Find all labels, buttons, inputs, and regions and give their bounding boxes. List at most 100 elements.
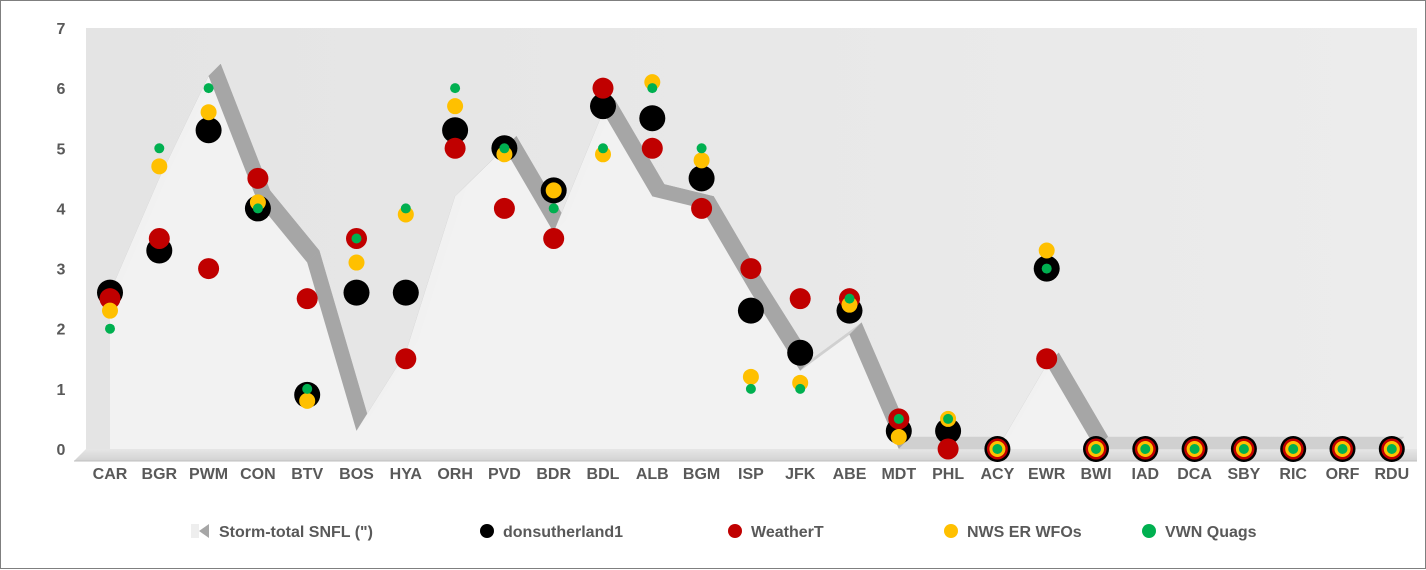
x-tick-label: IAD [1132, 466, 1160, 483]
legend-label: Storm-total SNFL (") [219, 524, 373, 541]
vwn-quags-point [943, 413, 954, 424]
legend: Storm-total SNFL (") donsutherland1 Weathe… [191, 524, 1257, 541]
x-tick-label: BDL [587, 466, 620, 483]
nws-er-wfos-point [693, 152, 710, 169]
weathert-point [395, 348, 417, 370]
vwn-quags-point [1337, 444, 1348, 454]
weathert-point [740, 258, 762, 280]
y-tick-label: 1 [57, 382, 66, 399]
weathert-point [247, 167, 269, 189]
donsutherland1-point [392, 279, 419, 306]
nws-er-wfos-point [102, 302, 118, 319]
donsutherland1-point [787, 339, 814, 366]
vwn-quags-point [203, 83, 214, 94]
weathert-point [543, 228, 565, 249]
vwn-quags-point [1386, 444, 1397, 454]
weathert-point [296, 288, 318, 310]
x-tick-label: BGR [142, 466, 178, 483]
y-axis: 0 1 2 3 4 5 6 7 [57, 21, 66, 459]
vwn-quags-point [1041, 263, 1052, 274]
vwn-quags-point [105, 323, 115, 334]
vwn-quags-point [450, 83, 461, 94]
vwn-quags-point [1238, 444, 1249, 454]
x-tick-label: BTV [291, 466, 323, 483]
vwn-quags-point [893, 413, 904, 424]
x-tick-label: DCA [1177, 466, 1212, 483]
x-tick-label: BDR [536, 466, 571, 483]
weathert-point [444, 137, 466, 159]
legend-label: donsutherland1 [503, 524, 623, 541]
x-tick-label: JFK [785, 466, 816, 483]
vwn-quags-point [1140, 444, 1151, 454]
x-tick-label: RIC [1279, 466, 1307, 483]
vwn-quags-point [745, 383, 756, 394]
donsutherland1-point [343, 279, 370, 306]
legend-marker [1142, 524, 1156, 538]
x-tick-label: ISP [738, 466, 764, 483]
nws-er-wfos-point [348, 254, 365, 271]
weathert-point [592, 77, 614, 99]
nws-er-wfos-point [447, 98, 464, 115]
legend-area-swatch [199, 524, 209, 538]
vwn-quags-point [400, 203, 411, 214]
x-tick-label: PHL [932, 466, 964, 483]
weathert-point [493, 197, 515, 219]
vwn-quags-point [795, 383, 806, 394]
weathert-point [148, 228, 170, 249]
legend-marker [728, 524, 742, 538]
vwn-quags-point [252, 203, 263, 214]
legend-area-swatch-face [191, 524, 199, 538]
x-tick-label: MDT [881, 466, 916, 483]
legend-marker [944, 524, 958, 538]
x-tick-label: BOS [339, 466, 374, 483]
weathert-point [198, 258, 220, 280]
nws-er-wfos-point [545, 182, 562, 199]
legend-marker [480, 524, 494, 538]
nws-er-wfos-point [151, 158, 168, 175]
scatter-series [97, 74, 1405, 462]
weathert-point [937, 438, 959, 460]
x-tick-label: HYA [390, 466, 423, 483]
x-tick-label: BWI [1080, 466, 1111, 483]
vwn-quags-point [1189, 444, 1200, 454]
vwn-quags-point [992, 444, 1003, 454]
donsutherland1-point [688, 165, 715, 192]
x-tick-label: CON [240, 466, 276, 483]
x-tick-label: CAR [93, 466, 128, 483]
vwn-quags-point [499, 143, 510, 154]
nws-er-wfos-point [299, 392, 316, 409]
area-front [110, 76, 1392, 449]
legend-label: VWN Quags [1165, 524, 1257, 541]
x-axis: CAR BGR PWM CON BTV BOS HYA ORH PVD BDR BDL ALB BGM I… [93, 466, 1409, 483]
y-tick-label: 0 [57, 442, 66, 459]
x-tick-label: ACY [981, 466, 1015, 483]
vwn-quags-point [1091, 444, 1101, 454]
weathert-point [1036, 348, 1058, 370]
vwn-quags-point [647, 83, 658, 94]
vwn-quags-point [598, 143, 608, 154]
y-tick-label: 6 [57, 81, 66, 98]
legend-label: WeatherT [751, 524, 824, 541]
donsutherland1-point [442, 117, 469, 144]
floor [74, 449, 1417, 461]
y-tick-label: 4 [57, 201, 66, 218]
y-tick-label: 2 [57, 322, 66, 339]
x-tick-label: PVD [488, 466, 521, 483]
vwn-quags-point [844, 293, 855, 304]
vwn-quags-point [154, 143, 165, 154]
x-tick-label: RDU [1374, 466, 1409, 483]
vwn-quags-point [548, 203, 559, 214]
weathert-point [641, 137, 663, 159]
nws-er-wfos-point [742, 368, 759, 385]
weathert-point [691, 197, 713, 219]
vwn-quags-point [1288, 444, 1299, 454]
vwn-quags-point [696, 143, 707, 154]
x-tick-label: ORF [1326, 466, 1360, 483]
x-tick-label: SBY [1227, 466, 1260, 483]
vwn-quags-point [351, 233, 362, 244]
x-tick-label: PWM [189, 466, 228, 483]
nws-er-wfos-point [1038, 242, 1055, 259]
donsutherland1-point [935, 417, 962, 444]
vwn-quags-point [302, 383, 313, 394]
